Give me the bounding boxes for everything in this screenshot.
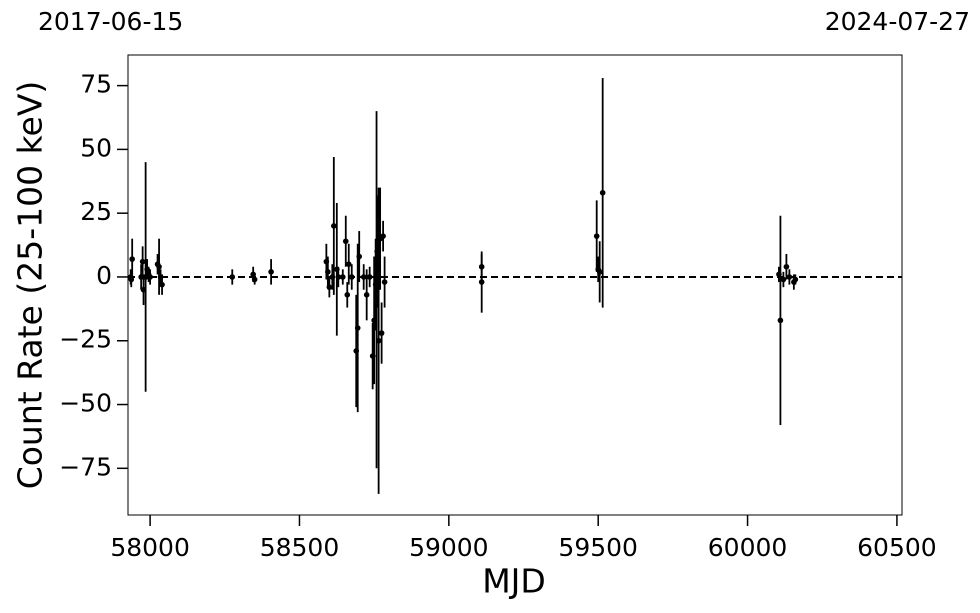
y-tick-label: 50 (80, 133, 112, 162)
data-point (596, 269, 603, 275)
x-tick-label: 58000 (110, 533, 190, 562)
data-point (348, 274, 355, 280)
y-tick-label: 0 (96, 261, 112, 290)
data-point (363, 292, 370, 298)
data-point (156, 263, 162, 270)
x-tick-label: 58500 (260, 533, 340, 562)
y-tick-label: 25 (80, 197, 112, 226)
data-point (777, 317, 784, 324)
data-point (783, 263, 790, 270)
data-point (268, 269, 274, 275)
y-tick-label: −50 (59, 389, 112, 418)
data-point (380, 233, 386, 239)
data-point (139, 258, 146, 265)
end-date: 2024-07-27 (825, 7, 970, 36)
data-point (326, 284, 333, 290)
data-point (478, 279, 485, 285)
data-point (354, 325, 361, 331)
data-point (339, 274, 346, 280)
x-tick-label: 60000 (708, 533, 788, 562)
data-point (345, 261, 352, 268)
start-date: 2017-06-15 (38, 7, 183, 36)
data-point (792, 276, 799, 283)
data-point (147, 274, 153, 280)
data-point (251, 276, 258, 283)
data-point (129, 256, 135, 262)
x-tick-label: 59500 (558, 533, 638, 562)
data-point (229, 274, 236, 280)
data-point (786, 274, 793, 280)
data-point (335, 274, 342, 280)
y-tick-label: −75 (59, 452, 112, 481)
y-axis-label: Count Rate (25-100 keV) (11, 81, 50, 490)
y-tick-label: 75 (80, 70, 112, 99)
data-point (593, 233, 600, 239)
data-point (356, 253, 363, 260)
data-point (342, 238, 349, 245)
x-tick-label: 59000 (409, 533, 489, 562)
data-point (128, 276, 135, 283)
plot-frame (127, 54, 903, 516)
data-point (159, 281, 165, 288)
data-point (381, 279, 388, 285)
data-point (378, 330, 385, 336)
x-axis-label: MJD (482, 562, 546, 601)
data-point (331, 223, 337, 229)
data-point (360, 274, 367, 280)
data-point (344, 292, 351, 298)
data-point (375, 337, 382, 344)
x-tick-label: 60500 (857, 533, 937, 562)
data-point (599, 189, 606, 196)
data-point (325, 269, 331, 275)
y-tick-label: −25 (59, 325, 112, 354)
data-point (366, 274, 373, 280)
data-point (780, 276, 787, 283)
